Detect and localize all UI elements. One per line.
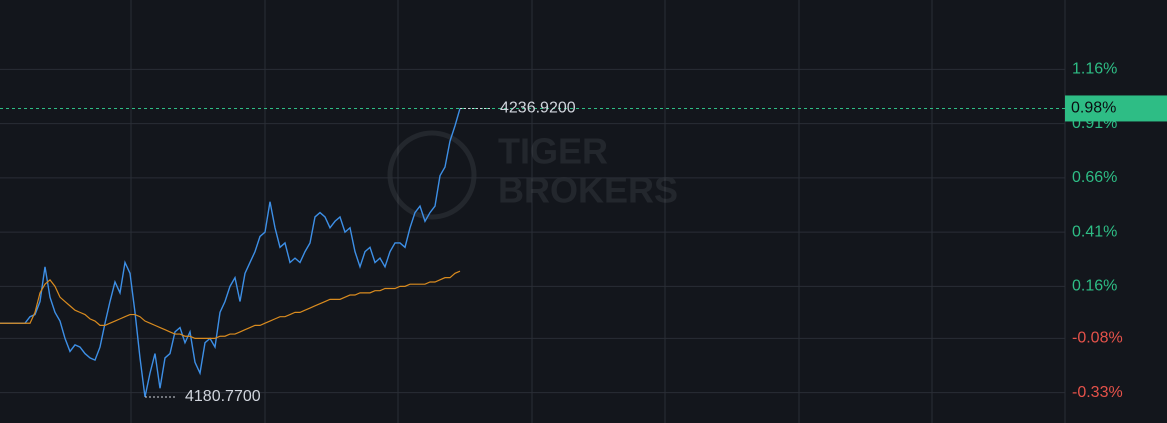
watermark: TIGER BROKERS [387, 130, 678, 220]
price-line [0, 270, 461, 339]
y-tick-label: 0.16% [1072, 278, 1117, 295]
current-tag [1065, 95, 1167, 122]
watermark-logo [387, 130, 477, 220]
time-grid [130, 0, 1066, 423]
y-tick-label: -0.08% [1072, 330, 1123, 347]
price-line [0, 108, 461, 398]
y-tick-label: 1.16% [1072, 61, 1117, 78]
y-tick-label: 0.66% [1072, 169, 1117, 186]
watermark-text: BROKERS [498, 170, 678, 211]
current-label: 0.98% [1071, 100, 1116, 117]
watermark-text: TIGER [498, 131, 608, 172]
low-label: 4180.7700 [185, 388, 261, 405]
y-tick-label: -0.33% [1072, 384, 1123, 401]
y-tick-label: 0.41% [1072, 223, 1117, 240]
high-label: 4236.9200 [500, 100, 576, 117]
